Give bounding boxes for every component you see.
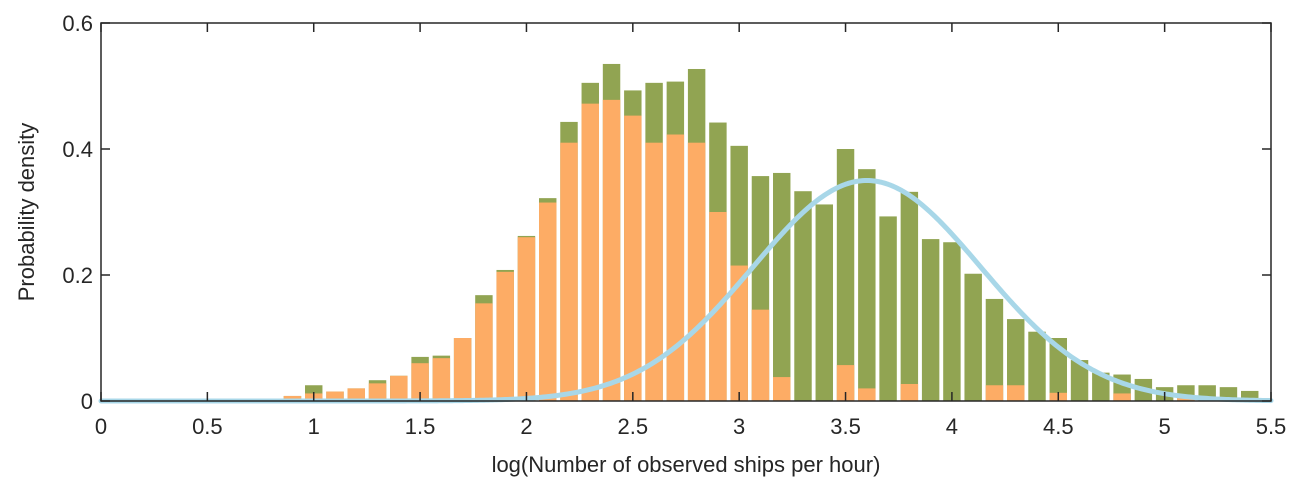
orange-bar-16	[624, 115, 642, 402]
x-axis: 0 0.5 1 1.5 2 2.5 3 3.5 4 4.5 5 5.5	[95, 23, 1286, 439]
y-axis: 0 0.2 0.4 0.6	[62, 11, 1271, 414]
green-bar-35	[1028, 331, 1046, 401]
green-bar-25	[815, 204, 833, 401]
green-bar-26	[836, 149, 855, 401]
orange-bar-12	[539, 202, 557, 401]
x-axis-label: log(Number of observed ships per hour)	[492, 452, 881, 477]
y-tick-label-1: 0.2	[62, 263, 93, 288]
green-bar-28	[879, 216, 897, 401]
fit-curve-line	[98, 178, 1274, 404]
green-bar-30	[921, 239, 940, 401]
orange-bar-21	[730, 265, 748, 401]
orange-bar-11	[517, 237, 536, 401]
x-tick-label-2: 1	[308, 414, 320, 439]
orange-bar-13	[560, 142, 578, 401]
plot-frame	[100, 22, 1272, 402]
green-bar-27	[858, 169, 876, 401]
green-bar-31	[943, 242, 961, 401]
orange-bar-29	[900, 383, 919, 401]
x-tick-label-9: 4.5	[1043, 414, 1074, 439]
orange-bar-6	[411, 363, 429, 401]
orange-bar-19	[687, 142, 706, 401]
orange-bar-15	[602, 99, 621, 402]
green-bars-group	[283, 63, 1259, 402]
green-bar-36	[1049, 338, 1067, 401]
orange-bar-39	[1113, 393, 1131, 401]
x-tick-label-5: 2.5	[618, 414, 649, 439]
orange-bar-22	[751, 309, 770, 401]
orange-bar-9	[475, 303, 493, 401]
y-tick-label-3: 0.6	[62, 11, 93, 36]
x-tick-label-11: 5.5	[1256, 414, 1287, 439]
y-tick-label-2: 0.4	[62, 137, 93, 162]
orange-bar-27	[858, 388, 876, 401]
orange-bar-34	[1007, 385, 1025, 401]
orange-bar-7	[432, 358, 451, 401]
x-tick-label-0: 0	[95, 414, 107, 439]
x-tick-label-8: 4	[946, 414, 958, 439]
orange-bar-14	[581, 103, 599, 401]
orange-bar-8	[453, 338, 472, 401]
green-bar-34	[1007, 319, 1025, 401]
orange-bar-10	[496, 271, 514, 401]
green-bar-32	[964, 273, 982, 401]
y-axis-label: Probability density	[14, 123, 39, 302]
orange-bar-0	[283, 395, 302, 401]
orange-bar-3	[347, 388, 365, 401]
x-tick-label-7: 3.5	[830, 414, 861, 439]
orange-bar-18	[666, 134, 685, 401]
orange-bar-17	[645, 142, 663, 401]
x-tick-label-4: 2	[520, 414, 532, 439]
green-bar-23	[773, 172, 791, 401]
orange-bar-33	[985, 385, 1004, 401]
orange-bars-group	[283, 99, 1195, 402]
orange-bar-4	[368, 383, 387, 401]
green-bar-37	[1070, 360, 1089, 401]
orange-bar-5	[390, 375, 408, 401]
orange-bar-26	[836, 365, 855, 401]
orange-bar-2	[326, 391, 344, 401]
green-bar-33	[985, 298, 1004, 401]
green-bar-38	[1092, 372, 1110, 401]
orange-bar-23	[773, 377, 791, 401]
green-bar-29	[900, 191, 919, 401]
green-bar-45	[1241, 390, 1259, 401]
x-tick-label-10: 5	[1159, 414, 1171, 439]
green-bar-24	[794, 191, 812, 401]
y-tick-label-0: 0	[81, 389, 93, 414]
x-tick-label-3: 1.5	[405, 414, 436, 439]
x-tick-label-6: 3	[733, 414, 745, 439]
x-tick-label-1: 0.5	[192, 414, 223, 439]
